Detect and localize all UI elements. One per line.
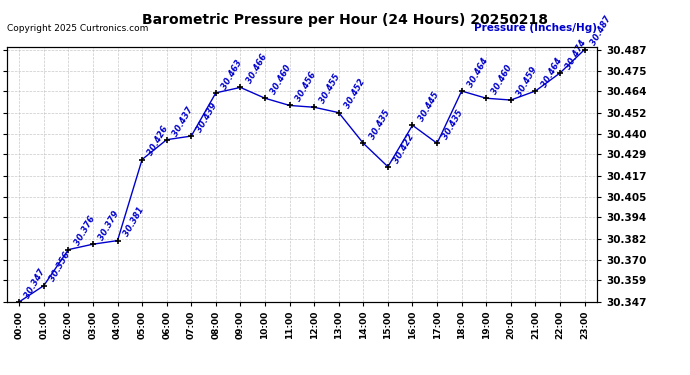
Text: 30.460: 30.460: [491, 63, 515, 96]
Text: 30.464: 30.464: [540, 56, 564, 89]
Text: 30.379: 30.379: [97, 209, 121, 242]
Text: 30.422: 30.422: [392, 132, 416, 165]
Text: 30.456: 30.456: [294, 70, 318, 103]
Text: 30.435: 30.435: [441, 108, 465, 141]
Text: 30.474: 30.474: [564, 38, 588, 71]
Text: 30.445: 30.445: [417, 90, 441, 123]
Text: 30.437: 30.437: [171, 105, 195, 138]
Text: Pressure (Inches/Hg): Pressure (Inches/Hg): [474, 23, 597, 33]
Text: 30.376: 30.376: [72, 215, 97, 248]
Text: 30.459: 30.459: [515, 65, 539, 98]
Text: 30.426: 30.426: [146, 125, 170, 158]
Text: 30.463: 30.463: [220, 58, 244, 91]
Text: 30.452: 30.452: [343, 78, 367, 111]
Text: 30.347: 30.347: [23, 267, 48, 300]
Text: 30.439: 30.439: [195, 101, 219, 134]
Text: 30.356: 30.356: [48, 251, 72, 284]
Text: 30.466: 30.466: [244, 53, 268, 85]
Text: 30.460: 30.460: [269, 63, 293, 96]
Text: Copyright 2025 Curtronics.com: Copyright 2025 Curtronics.com: [7, 24, 148, 33]
Text: 30.487: 30.487: [589, 15, 613, 47]
Text: 30.381: 30.381: [121, 206, 146, 238]
Text: 30.464: 30.464: [466, 56, 490, 89]
Text: Barometric Pressure per Hour (24 Hours) 20250218: Barometric Pressure per Hour (24 Hours) …: [142, 13, 548, 27]
Text: 30.455: 30.455: [318, 72, 342, 105]
Text: 30.435: 30.435: [368, 108, 391, 141]
